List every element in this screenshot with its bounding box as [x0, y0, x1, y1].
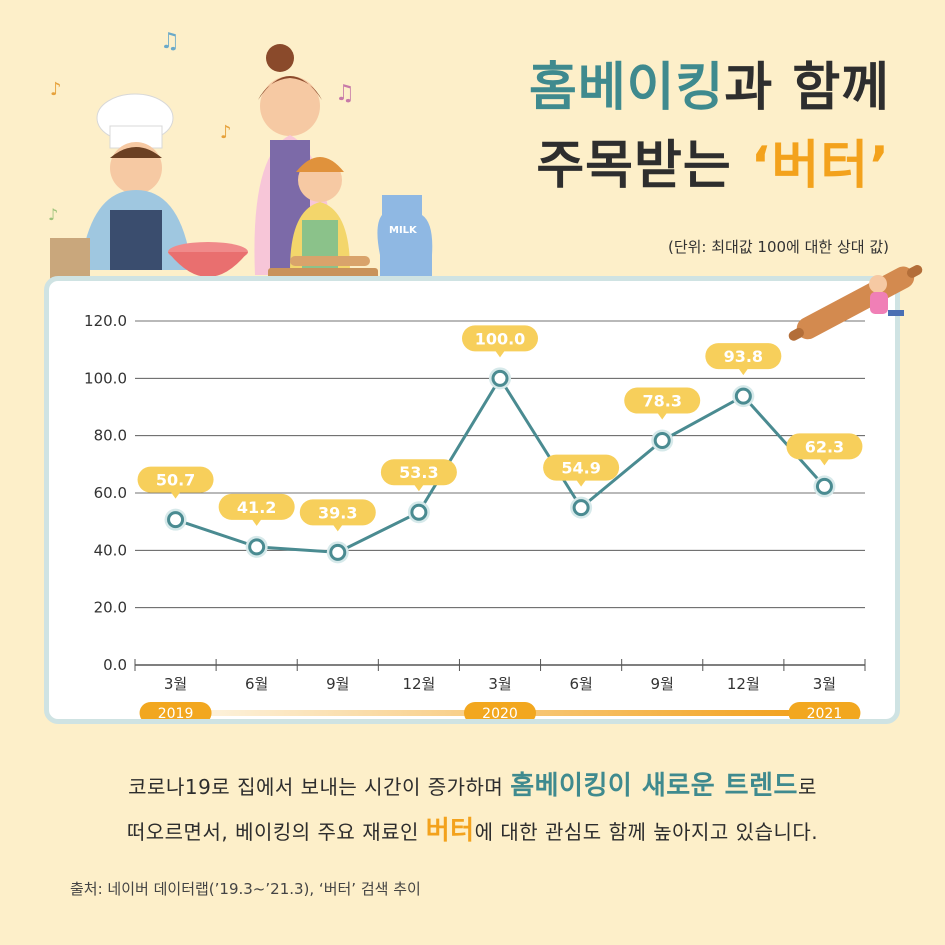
- data-point: [734, 387, 752, 405]
- year-label: 2021: [807, 706, 843, 719]
- music-note-icon: ♪: [220, 122, 232, 143]
- x-tick-label: 3월: [164, 675, 187, 693]
- milk-jug: MILK: [377, 195, 433, 280]
- data-label-bubble: [624, 387, 701, 414]
- data-label-pointer: [495, 350, 505, 358]
- rolling-pin-character-illustration: [788, 265, 923, 341]
- data-label: 54.9: [561, 459, 600, 478]
- title-prefix: 주목받는: [536, 136, 751, 196]
- data-label-pointer: [332, 524, 343, 532]
- y-tick-label: 20.0: [94, 599, 127, 617]
- title-butter: ‘버터’: [750, 136, 890, 196]
- data-point: [410, 503, 428, 521]
- data-label: 78.3: [642, 392, 681, 411]
- milk-label: MILK: [389, 225, 418, 236]
- page-title-line1: 홈베이킹과 함께: [0, 62, 945, 114]
- desc-text: 로: [797, 775, 817, 799]
- year-pill: [139, 702, 212, 719]
- x-tick-label: 12월: [402, 675, 435, 693]
- year-label: 2020: [482, 706, 518, 719]
- data-label-pointer: [738, 368, 749, 376]
- line-chart: 120.0 100.0 80.0 60.0 40.0 20.0 0.0 3월 6월 9월 12월 3월…: [84, 312, 866, 719]
- data-label-bubble: [380, 459, 457, 486]
- y-tick-label: 60.0: [94, 484, 127, 502]
- data-label: 39.3: [318, 503, 357, 522]
- x-tick-label: 9월: [326, 675, 349, 693]
- y-tick-label: 0.0: [103, 656, 127, 674]
- data-point: [653, 432, 671, 450]
- description-line2: 떠오르면서, 베이킹의 주요 재료인 버터에 대한 관심도 함께 높아지고 있습…: [0, 810, 945, 847]
- data-label-bubble: [543, 454, 620, 481]
- data-label-bubble: [218, 493, 295, 520]
- series-line: [175, 375, 826, 554]
- data-label: 93.8: [724, 347, 763, 366]
- x-tick-label: 12월: [727, 675, 760, 693]
- data-point: [329, 543, 347, 561]
- data-point: [248, 538, 266, 556]
- music-note-icon: ♪: [50, 79, 62, 100]
- data-label-bubble: [137, 466, 214, 493]
- boy-chef-figure: [80, 93, 192, 270]
- desc-highlight-butter: 버터: [425, 816, 475, 846]
- description-line1: 코로나19로 집에서 보내는 시간이 증가하며 홈베이킹이 새로운 트렌드로: [0, 765, 945, 802]
- data-label-pointer: [576, 479, 587, 487]
- data-point: [491, 369, 509, 387]
- data-label-bubble: [786, 433, 863, 460]
- unit-note: (단위: 최대값 100에 대한 상대 값): [667, 238, 889, 256]
- x-tick-label: 3월: [813, 675, 836, 693]
- y-tick-label: 120.0: [84, 312, 127, 330]
- data-label-bubble: [705, 343, 782, 370]
- source-note: 출처: 네이버 데이터랩(’19.3~’21.3), ‘버터’ 검색 추이: [70, 880, 421, 898]
- data-point: [815, 477, 833, 495]
- chart-card: 120.0 100.0 80.0 60.0 40.0 20.0 0.0 3월 6월 9월 12월 3월…: [44, 276, 900, 724]
- x-tick-label: 6월: [569, 675, 592, 693]
- data-label: 100.0: [475, 329, 526, 348]
- year-pill: [464, 702, 536, 719]
- x-tick-label: 6월: [245, 675, 268, 693]
- data-label: 50.7: [156, 471, 195, 490]
- data-label-pointer: [251, 518, 262, 526]
- title-rest: 과 함께: [724, 58, 890, 118]
- data-point: [167, 511, 185, 529]
- music-note-icon: ♫: [335, 81, 355, 106]
- title-highlight: 홈베이킹: [529, 58, 725, 118]
- y-tick-label: 100.0: [84, 369, 127, 387]
- data-label: 41.2: [237, 498, 276, 517]
- data-label-bubble: [299, 499, 376, 526]
- music-note-icon: ♪: [48, 205, 58, 224]
- rolling-pin: [290, 256, 370, 266]
- data-label-pointer: [819, 458, 830, 466]
- data-label-pointer: [170, 491, 181, 499]
- mixing-bowl: [168, 242, 248, 277]
- year-pill: [788, 702, 861, 719]
- x-tick-label: 9월: [651, 675, 674, 693]
- desc-highlight-trend: 홈베이킹이 새로운 트렌드: [510, 771, 798, 801]
- data-point: [572, 499, 590, 517]
- data-label-pointer: [657, 412, 668, 420]
- data-label: 53.3: [399, 463, 438, 482]
- music-note-icon: ♫: [160, 29, 180, 54]
- data-label-pointer: [413, 484, 424, 492]
- page-title-line2: 주목받는 ‘버터’: [0, 140, 945, 192]
- x-tick-label: 3월: [488, 675, 511, 693]
- desc-text: 에 대한 관심도 함께 높아지고 있습니다.: [474, 820, 819, 844]
- y-tick-label: 40.0: [94, 541, 127, 559]
- year-label: 2019: [158, 706, 194, 719]
- desc-text: 코로나19로 집에서 보내는 시간이 증가하며: [128, 775, 511, 799]
- y-tick-label: 80.0: [94, 427, 127, 445]
- desc-text: 떠오르면서, 베이킹의 주요 재료인: [126, 820, 426, 844]
- data-label: 62.3: [805, 437, 844, 456]
- data-label-bubble: [462, 325, 538, 352]
